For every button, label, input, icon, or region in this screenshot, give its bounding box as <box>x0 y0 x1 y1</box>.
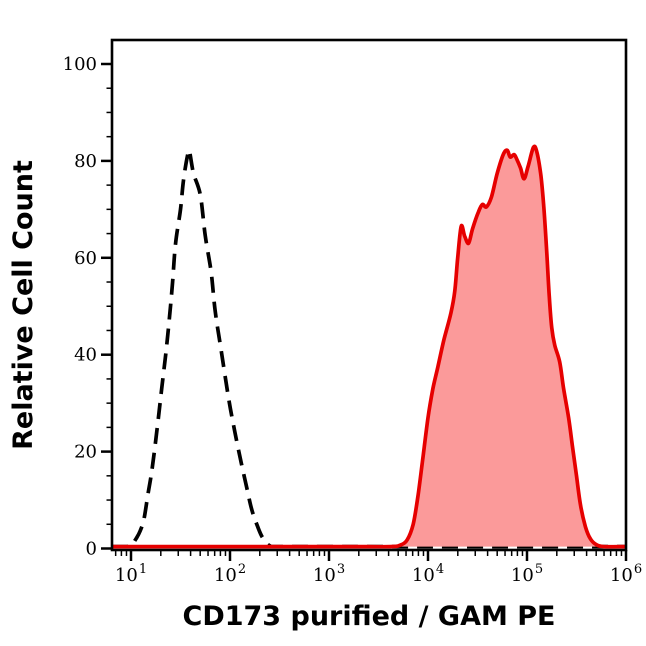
x-tick-label: 102 <box>214 562 246 586</box>
x-tick-label: 105 <box>511 562 543 586</box>
x-axis-title: CD173 purified / GAM PE <box>183 601 556 632</box>
plot-frame <box>110 38 628 552</box>
axes-layer: 0 20 40 60 80 100 101 102 103 104 105 106 <box>63 38 642 586</box>
y-tick-label: 20 <box>74 442 97 463</box>
x-tick-label: 103 <box>313 562 345 586</box>
y-axis-title: Relative Cell Count <box>8 160 39 450</box>
curves-layer <box>112 144 626 549</box>
y-tick-label: 100 <box>63 54 97 75</box>
y-tick-label: 40 <box>74 345 97 366</box>
x-tick-label: 104 <box>412 562 444 586</box>
y-tick-label: 0 <box>86 539 97 560</box>
y-tick-label: 80 <box>74 151 97 172</box>
red-filled-histogram-curve <box>112 144 626 549</box>
x-tick-label: 101 <box>115 562 147 586</box>
y-tick-label: 60 <box>74 248 97 269</box>
x-tick-label: 106 <box>610 562 642 586</box>
